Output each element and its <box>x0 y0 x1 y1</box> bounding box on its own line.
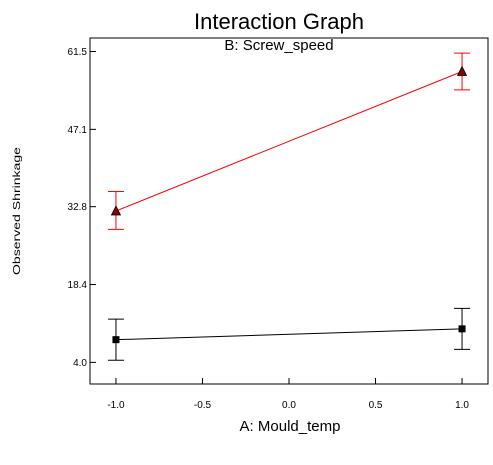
series-line <box>115 71 463 212</box>
x-tick-label: 1.0 <box>455 400 469 411</box>
data-point-triangle <box>456 65 468 76</box>
plot-frame <box>89 37 489 385</box>
y-tick-label: 18.4 <box>68 280 88 291</box>
data-point-square <box>112 336 120 344</box>
x-axis: -1.0 -0.5 0.0 0.5 1.0 <box>107 378 469 411</box>
series-2 <box>107 52 471 230</box>
series-layer <box>107 52 471 361</box>
x-tick-label: -1.0 <box>107 400 125 411</box>
y-tick-label: 47.1 <box>68 125 88 136</box>
x-axis-label: A: Mould_temp <box>240 418 341 435</box>
series-1 <box>107 307 471 361</box>
chart-subtitle: B: Screw_speed <box>224 37 333 54</box>
x-tick-label: 0.5 <box>369 400 383 411</box>
y-axis: 4.0 18.4 32.8 47.1 61.5 <box>68 47 96 369</box>
series-line <box>115 328 463 341</box>
chart-title: Interaction Graph <box>194 9 364 34</box>
y-axis-label: Observed Shrinkage <box>12 146 23 275</box>
data-point-square <box>458 325 466 333</box>
x-tick-label: 0.0 <box>282 400 296 411</box>
y-tick-label: 61.5 <box>68 47 88 58</box>
data-point-triangle <box>110 205 122 216</box>
y-tick-label: 32.8 <box>68 202 88 213</box>
x-tick-label: -0.5 <box>194 400 212 411</box>
y-tick-label: 4.0 <box>73 358 87 369</box>
